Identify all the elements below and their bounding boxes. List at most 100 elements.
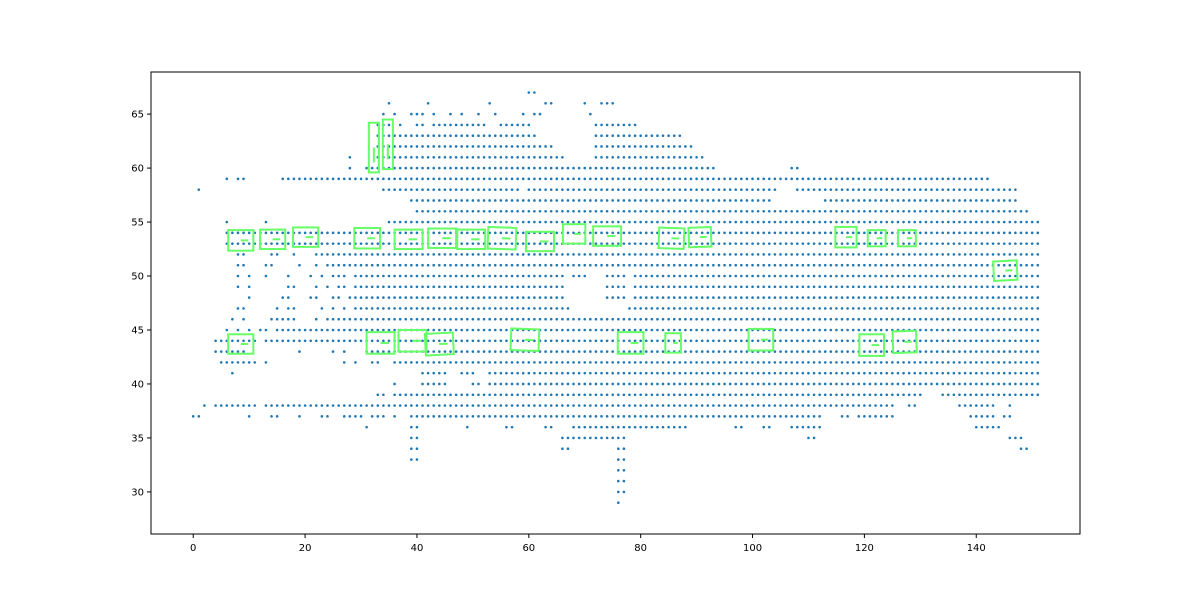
- data-point: [700, 285, 704, 289]
- data-point: [930, 371, 933, 375]
- data-point: [443, 371, 447, 375]
- data-point: [1025, 231, 1028, 235]
- data-point: [795, 285, 799, 289]
- data-point: [482, 166, 486, 170]
- data-point: [835, 296, 838, 299]
- data-point: [449, 134, 452, 137]
- data-point: [566, 231, 570, 235]
- data-point: [874, 350, 877, 353]
- data-point: [846, 361, 849, 364]
- data-point: [756, 339, 760, 343]
- data-point: [712, 285, 715, 289]
- data-point: [1002, 328, 1006, 332]
- data-point: [762, 296, 766, 299]
- data-point: [572, 209, 575, 213]
- data-point: [572, 220, 575, 224]
- data-point: [946, 328, 950, 332]
- data-point: [913, 188, 917, 191]
- data-point: [617, 371, 620, 375]
- data-point: [376, 317, 380, 321]
- data-point: [521, 166, 525, 170]
- data-point: [438, 242, 441, 245]
- data-point: [566, 404, 570, 407]
- data-point: [639, 209, 642, 213]
- data-point: [611, 123, 614, 127]
- data-point: [460, 166, 463, 170]
- data-point: [907, 307, 911, 310]
- data-point: [712, 307, 715, 310]
- data-point: [426, 155, 430, 159]
- data-point: [902, 274, 905, 278]
- data-point: [656, 188, 659, 191]
- data-point: [488, 102, 491, 105]
- data-point: [622, 317, 626, 321]
- data-point: [1036, 307, 1040, 310]
- data-point: [762, 393, 766, 397]
- data-point: [426, 350, 430, 353]
- data-point: [773, 371, 777, 375]
- data-point: [896, 393, 900, 397]
- data-point: [460, 307, 463, 310]
- data-point: [1030, 285, 1034, 289]
- data-point: [745, 404, 749, 407]
- data-point: [628, 393, 631, 397]
- bounding-box-outline: [525, 230, 555, 253]
- data-point: [706, 209, 710, 213]
- data-point: [281, 296, 285, 299]
- data-point: [544, 361, 547, 364]
- data-point: [712, 317, 715, 321]
- data-point: [930, 274, 933, 278]
- data-point: [628, 123, 631, 127]
- data-point: [527, 296, 531, 299]
- data-point: [863, 415, 866, 418]
- data-point: [974, 404, 978, 407]
- data-point: [818, 177, 821, 181]
- data-point: [510, 145, 514, 148]
- data-point: [493, 242, 497, 245]
- data-point: [561, 436, 564, 440]
- data-point: [594, 177, 598, 181]
- data-point: [974, 188, 978, 191]
- data-point: [846, 188, 849, 191]
- data-point: [801, 317, 805, 321]
- data-point: [700, 199, 704, 202]
- data-point: [438, 145, 441, 148]
- data-point: [611, 382, 614, 386]
- data-point: [885, 361, 889, 364]
- data-point: [521, 382, 525, 386]
- bounding-box-outline: [657, 226, 686, 250]
- data-point: [510, 166, 514, 170]
- data-point: [633, 361, 637, 364]
- data-point: [354, 253, 357, 256]
- data-point: [913, 404, 917, 407]
- data-point: [846, 285, 849, 289]
- data-point: [465, 253, 469, 256]
- data-point: [398, 166, 402, 170]
- data-point: [292, 177, 296, 181]
- data-point: [443, 166, 447, 170]
- data-point: [684, 328, 687, 332]
- data-point: [745, 415, 749, 418]
- data-point: [533, 382, 536, 386]
- data-point: [292, 253, 296, 256]
- data-point: [745, 317, 749, 321]
- data-point: [863, 220, 866, 224]
- data-point: [734, 242, 738, 245]
- data-point: [728, 371, 732, 375]
- data-point: [477, 220, 480, 224]
- data-point: [454, 155, 458, 159]
- data-point: [426, 188, 430, 191]
- data-point: [980, 371, 984, 375]
- data-point: [482, 134, 486, 137]
- data-point: [974, 253, 978, 256]
- data-point: [678, 220, 682, 224]
- data-point: [768, 404, 771, 407]
- data-point: [784, 285, 788, 289]
- data-point: [672, 382, 676, 386]
- data-point: [454, 253, 458, 256]
- data-point: [1002, 339, 1006, 343]
- data-point: [359, 307, 363, 310]
- data-point: [667, 339, 670, 343]
- data-point: [868, 253, 872, 256]
- data-point: [986, 285, 989, 289]
